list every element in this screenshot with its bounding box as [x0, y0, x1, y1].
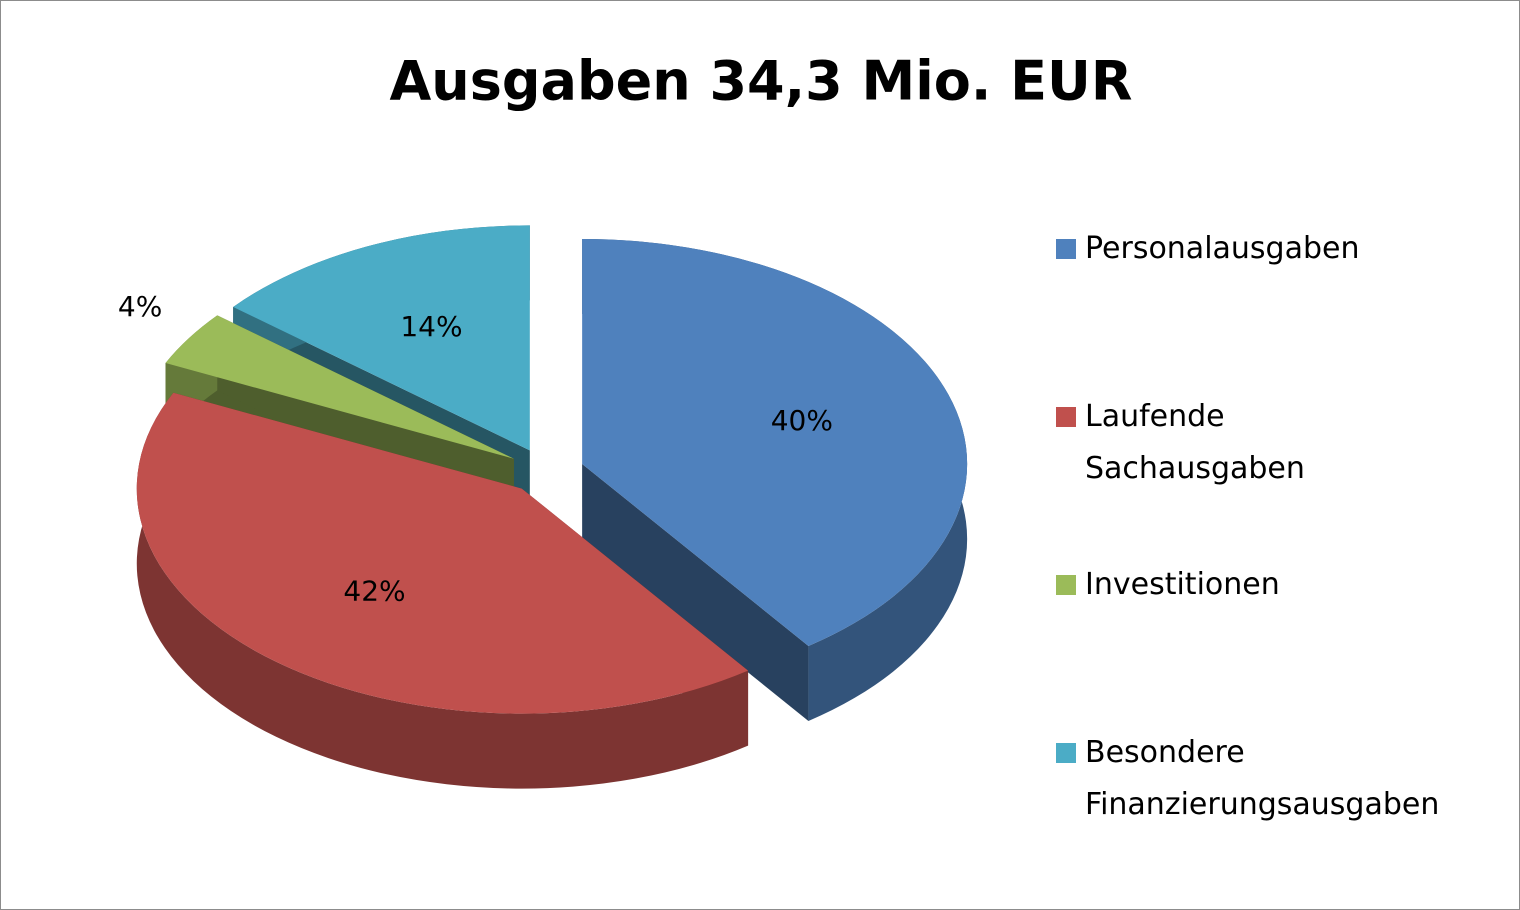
data-label: 14%	[400, 310, 462, 343]
legend-swatch	[1056, 575, 1076, 595]
slice	[136, 392, 749, 714]
slice	[233, 225, 530, 451]
legend-label: Investitionen	[1085, 567, 1280, 602]
slice	[582, 238, 968, 646]
data-label: 42%	[343, 575, 405, 608]
legend-label: Personalausgaben	[1085, 231, 1360, 266]
legend-swatch	[1056, 239, 1076, 259]
legend-label: Besondere Finanzierungsausgaben	[1085, 735, 1440, 822]
legend-swatch	[1056, 743, 1076, 763]
slice	[165, 315, 514, 459]
slice-side	[136, 392, 749, 789]
legend-item: Personalausgaben	[1056, 223, 1496, 391]
data-label: 40%	[771, 404, 833, 437]
legend-swatch	[1056, 407, 1076, 427]
data-label: 4%	[118, 290, 162, 323]
slice-side	[582, 463, 809, 721]
legend-item: Investitionen	[1056, 559, 1496, 727]
chart-title: Ausgaben 34,3 Mio. EUR	[389, 50, 1132, 113]
legend: Personalausgaben Laufende Sachausgaben Inv…	[1056, 223, 1496, 895]
legend-item: Besondere Finanzierungsausgaben	[1056, 727, 1496, 895]
legend-item: Laufende Sachausgaben	[1056, 391, 1496, 559]
legend-label: Laufende Sachausgaben	[1085, 399, 1305, 486]
